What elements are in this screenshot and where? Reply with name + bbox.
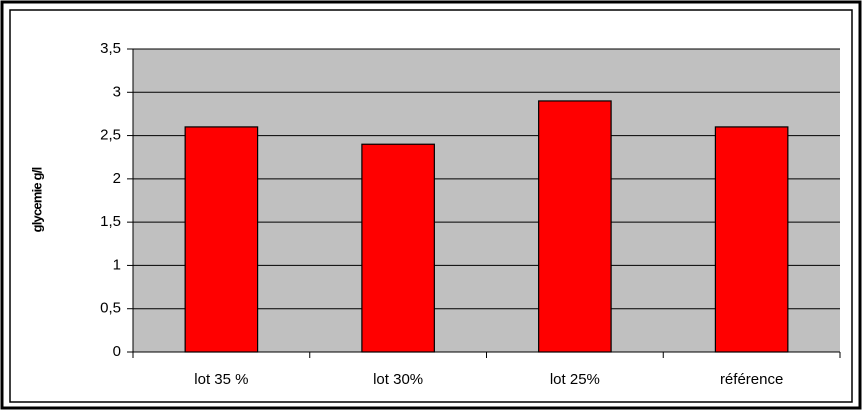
y-tick-label: 3: [113, 83, 121, 100]
x-tick-label: lot 25%: [550, 371, 600, 388]
y-tick-label: 0,5: [100, 300, 121, 317]
bar: [361, 143, 435, 353]
y-tick-label: 1,5: [100, 213, 121, 230]
x-tick-label: lot 35 %: [194, 371, 248, 388]
x-tick-label: lot 30%: [373, 371, 423, 388]
y-tick-label: 2: [113, 170, 121, 187]
y-tick-label: 0: [113, 343, 121, 360]
y-tick-label: 2,5: [100, 127, 121, 144]
bar: [538, 100, 612, 353]
bar: [714, 126, 789, 353]
chart-frame: [9, 9, 853, 403]
y-tick-label: 3,5: [100, 40, 121, 57]
y-tick-label: 1: [113, 256, 121, 273]
x-tick-label: référence: [720, 371, 783, 388]
bar: [184, 126, 259, 353]
y-axis-label: glycemie g/l: [29, 167, 44, 232]
